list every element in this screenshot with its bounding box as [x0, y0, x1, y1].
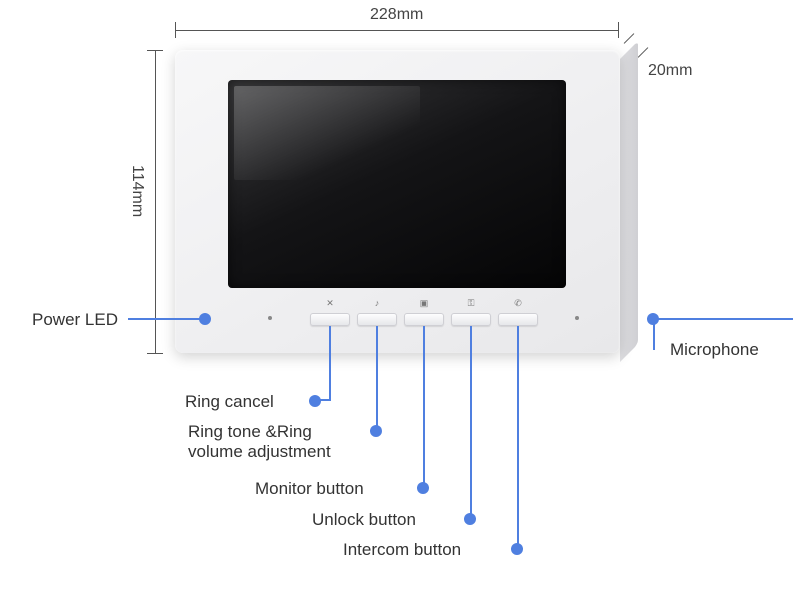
callout-label-power-led: Power LED: [32, 310, 118, 330]
dim-width-tick-r: [618, 22, 619, 38]
callout-line-monitor: [423, 326, 425, 488]
callout-label-unlock: Unlock button: [312, 510, 416, 530]
dim-height-line: [155, 50, 156, 353]
dim-width-label: 228mm: [370, 6, 423, 24]
callout-dot-unlock: [464, 513, 476, 525]
unlock-icon: ⚿: [468, 298, 475, 309]
dim-width-tick-l: [175, 22, 176, 38]
power-led-hole: [268, 316, 272, 320]
dim-depth-label: 20mm: [648, 62, 692, 80]
callout-dot-ring-cancel: [309, 395, 321, 407]
dim-depth-tick-1: [624, 33, 635, 44]
callout-dot-microphone: [647, 313, 659, 325]
device-depth: [620, 41, 638, 362]
callout-label-monitor: Monitor button: [255, 479, 364, 499]
ring-cancel-button: [310, 313, 350, 326]
dim-height-tick-b: [147, 353, 163, 354]
callout-line-ring-tone: [376, 326, 378, 431]
callout-label-intercom: Intercom button: [343, 540, 461, 560]
microphone-hole: [575, 316, 579, 320]
callout-dot-power-led: [199, 313, 211, 325]
ring-tone-icon: ♪: [375, 298, 380, 308]
callout-label-ring-tone: Ring tone &Ring volume adjustment: [188, 422, 331, 462]
dim-width-line: [175, 30, 618, 31]
ring-cancel-icon: ✕: [326, 298, 334, 309]
callout-dot-ring-tone: [370, 425, 382, 437]
device-screen: [228, 80, 566, 288]
dim-height-tick-t: [147, 50, 163, 51]
monitor-button: [404, 313, 444, 326]
dim-height-label: 114mm: [128, 165, 146, 217]
callout-line-intercom: [517, 326, 519, 549]
callout-dot-intercom: [511, 543, 523, 555]
ring-tone-button: [357, 313, 397, 326]
dim-depth-tick-2: [638, 47, 649, 58]
callout-line-microphone: [653, 318, 793, 320]
unlock-button: [451, 313, 491, 326]
intercom-icon: ✆: [514, 298, 522, 309]
callout-line-ring-cancel: [329, 326, 331, 401]
callout-label-ring-cancel: Ring cancel: [185, 392, 274, 412]
callout-label-microphone: Microphone: [670, 340, 759, 360]
monitor-icon: ▣: [420, 298, 429, 309]
callout-line-unlock: [470, 326, 472, 519]
callout-dot-monitor: [417, 482, 429, 494]
callout-line-power-led: [128, 318, 205, 320]
intercom-button: [498, 313, 538, 326]
